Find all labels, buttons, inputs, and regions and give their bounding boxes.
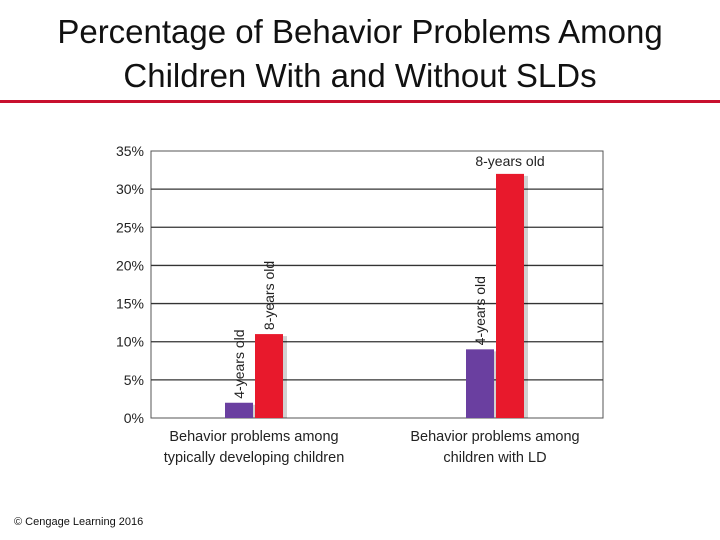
y-tick-label: 0%	[124, 410, 144, 426]
y-tick-label: 30%	[116, 181, 144, 197]
x-category-label: Behavior problems among	[169, 429, 338, 445]
bar-4yr-group-2	[466, 349, 494, 418]
y-tick-label: 20%	[116, 257, 144, 273]
bar-label: 4-years old	[472, 276, 488, 345]
bar-label: 8-years old	[261, 261, 277, 330]
bar-4yr-group-1	[225, 402, 253, 418]
y-tick-label: 25%	[116, 219, 144, 235]
bar-label: 4-years old	[231, 329, 247, 398]
x-category-label: Behavior problems among	[410, 429, 579, 445]
y-tick-label: 10%	[116, 334, 144, 350]
slide-title-line-2: Children With and Without SLDs	[123, 57, 597, 94]
x-category-label: children with LD	[443, 450, 546, 466]
x-category-label: typically developing children	[164, 450, 345, 466]
y-tick-label: 5%	[124, 372, 144, 388]
plot-frame	[150, 150, 604, 419]
bar-8yr-group-2	[496, 173, 524, 418]
slide-title: Percentage of Behavior Problems Among Ch…	[0, 10, 720, 98]
copyright-notice: © Cengage Learning 2016	[14, 516, 144, 528]
bar-8yr-group-1	[255, 334, 283, 418]
bar-label: 8-years old	[475, 153, 544, 169]
slide-title-line-1: Percentage of Behavior Problems Among	[57, 13, 663, 50]
y-tick-label: 15%	[116, 296, 144, 312]
title-divider	[0, 100, 720, 103]
y-tick-label: 35%	[116, 143, 144, 159]
